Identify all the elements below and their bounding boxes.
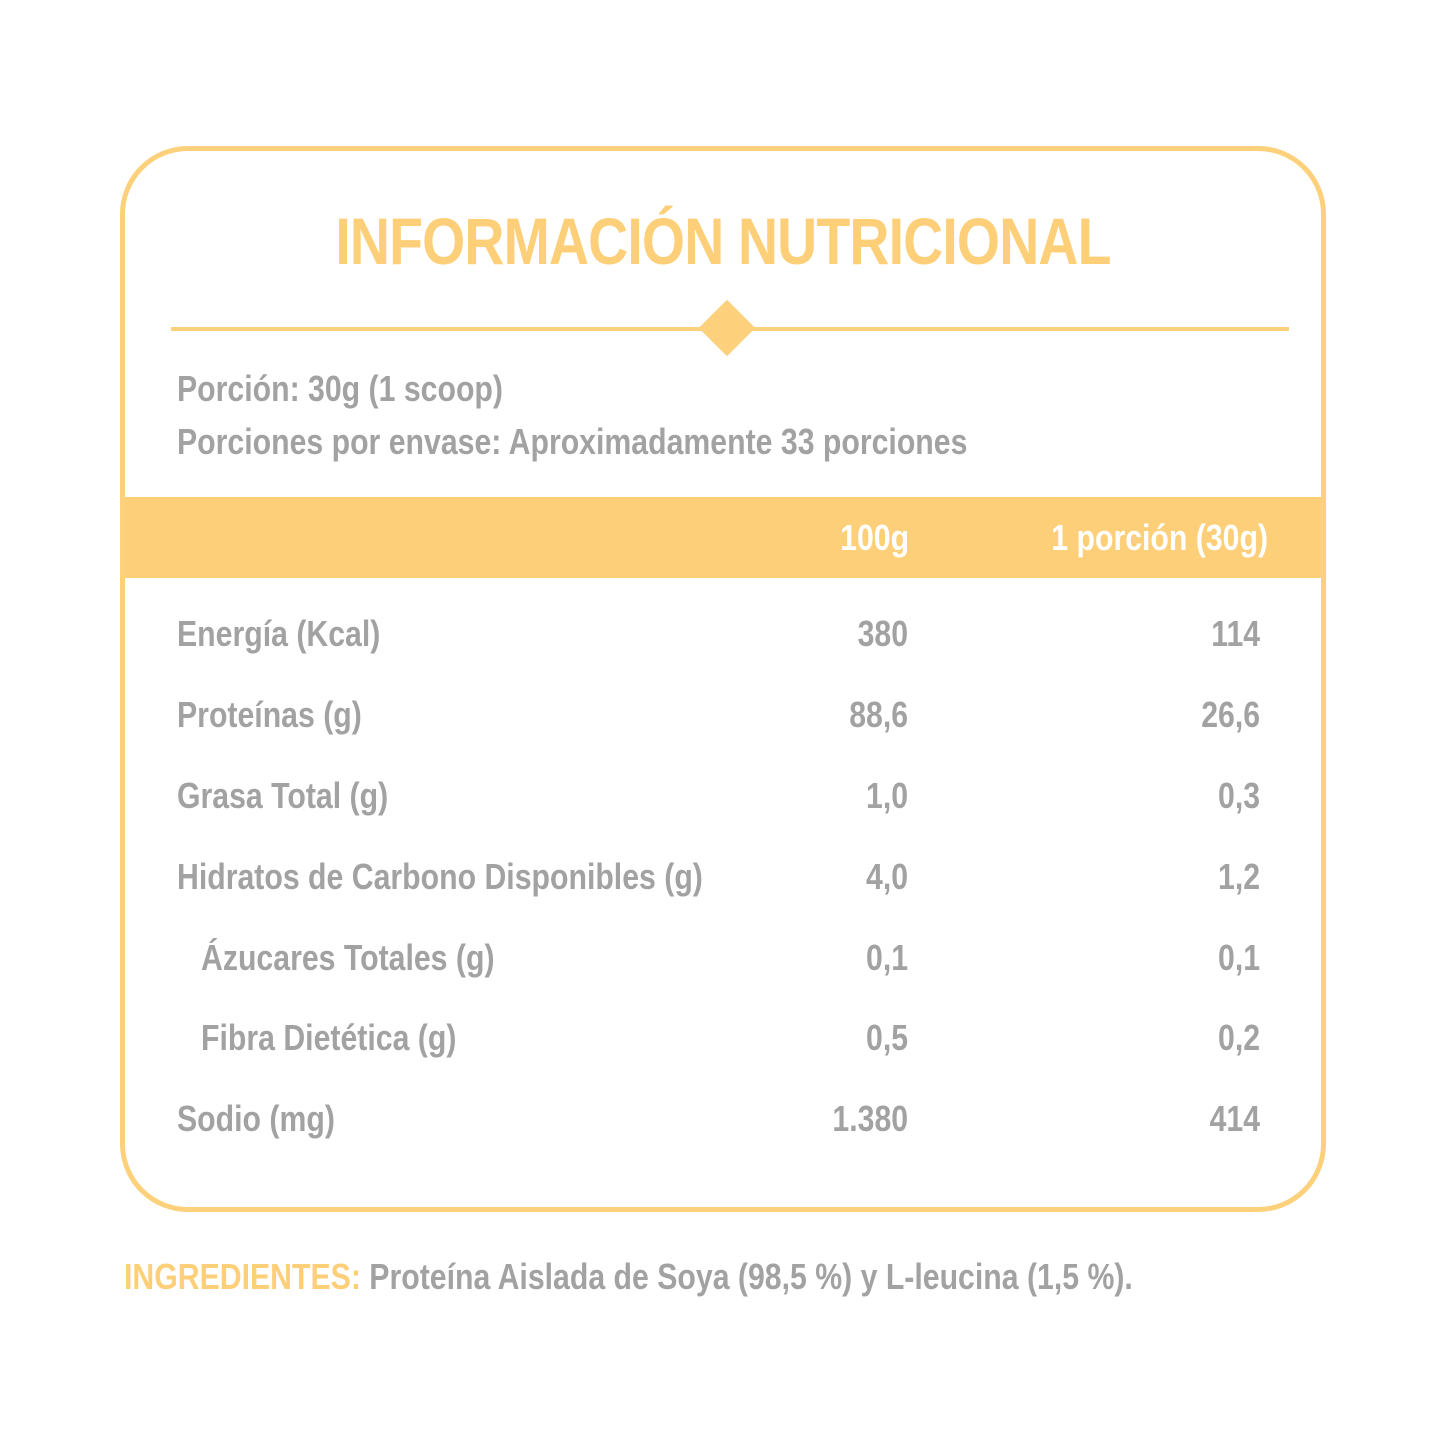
table-row: Sodio (mg) 1.380 414 — [125, 1098, 1321, 1148]
row-label: Grasa Total (g) — [177, 775, 389, 816]
column-header-portion: 1 porción (30g) — [1051, 517, 1268, 558]
row-value-100g: 1.380 — [832, 1098, 908, 1139]
row-label: Hidratos de Carbono Disponibles (g) — [177, 856, 703, 897]
table-row: Hidratos de Carbono Disponibles (g) 4,0 … — [125, 856, 1321, 906]
row-value-100g: 4,0 — [865, 856, 908, 897]
row-value-portion: 0,2 — [1217, 1017, 1260, 1058]
row-label: Proteínas (g) — [177, 694, 362, 735]
table-row: Grasa Total (g) 1,0 0,3 — [125, 775, 1321, 825]
row-value-100g: 0,5 — [865, 1017, 908, 1058]
row-label: Fibra Dietética (g) — [201, 1017, 457, 1058]
row-value-100g: 88,6 — [849, 694, 908, 735]
row-value-portion: 1,2 — [1217, 856, 1260, 897]
table-row: Ázucares Totales (g) 0,1 0,1 — [125, 937, 1321, 987]
table-row: Proteínas (g) 88,6 26,6 — [125, 694, 1321, 744]
ingredients-line: INGREDIENTES: Proteína Aislada de Soya (… — [124, 1256, 1133, 1298]
divider-diamond-icon — [698, 299, 756, 357]
ingredients-label: INGREDIENTES: — [124, 1256, 361, 1297]
row-label: Energía (Kcal) — [177, 613, 381, 654]
row-label: Ázucares Totales (g) — [201, 937, 495, 978]
table-row: Fibra Dietética (g) 0,5 0,2 — [125, 1017, 1321, 1067]
row-value-100g: 0,1 — [865, 937, 908, 978]
row-value-portion: 114 — [1211, 613, 1260, 654]
serving-size: Porción: 30g (1 scoop) — [177, 368, 503, 409]
row-value-100g: 1,0 — [865, 775, 908, 816]
table-row: Energía (Kcal) 380 114 — [125, 613, 1321, 663]
row-value-100g: 380 — [857, 613, 908, 654]
nutrition-panel: INFORMACIÓN NUTRICIONAL Porción: 30g (1 … — [120, 146, 1326, 1212]
row-value-portion: 0,3 — [1217, 775, 1260, 816]
row-label: Sodio (mg) — [177, 1098, 335, 1139]
ingredients-text: Proteína Aislada de Soya (98,5 %) y L-le… — [360, 1256, 1133, 1297]
panel-title: INFORMACIÓN NUTRICIONAL — [335, 204, 1111, 278]
row-value-portion: 26,6 — [1201, 694, 1260, 735]
row-value-portion: 414 — [1209, 1098, 1260, 1139]
column-header-100g: 100g — [840, 517, 909, 558]
table-header: 100g 1 porción (30g) — [125, 497, 1321, 578]
servings-per-container: Porciones por envase: Aproximadamente 33… — [177, 421, 968, 462]
row-value-portion: 0,1 — [1217, 937, 1260, 978]
